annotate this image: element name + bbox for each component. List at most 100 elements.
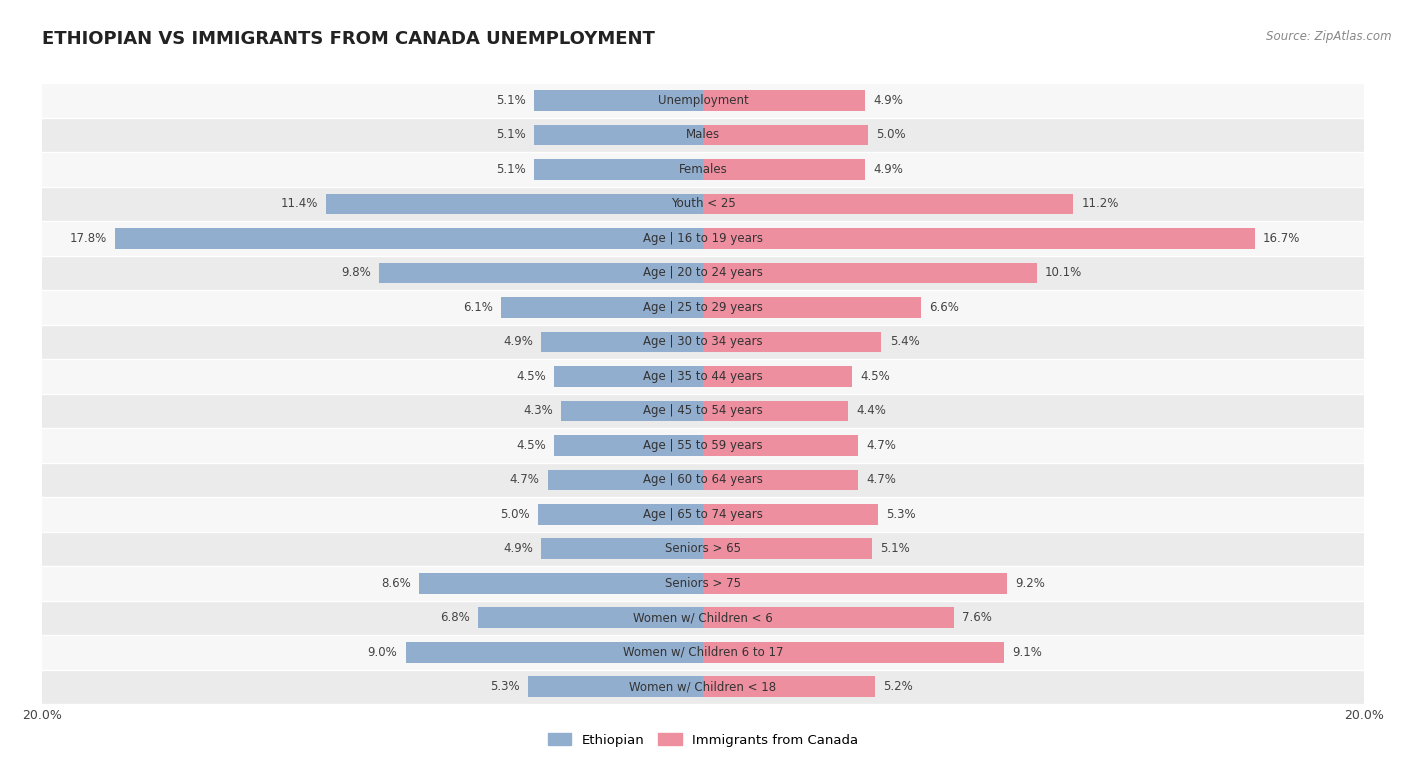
Bar bbox=[380, 263, 703, 283]
Bar bbox=[554, 366, 703, 387]
Bar bbox=[42, 669, 1364, 704]
Bar bbox=[703, 435, 858, 456]
Text: 5.0%: 5.0% bbox=[876, 129, 905, 142]
Text: 11.4%: 11.4% bbox=[281, 198, 318, 210]
Bar bbox=[703, 573, 1007, 593]
Bar bbox=[703, 125, 868, 145]
Text: Age | 30 to 34 years: Age | 30 to 34 years bbox=[643, 335, 763, 348]
Text: ETHIOPIAN VS IMMIGRANTS FROM CANADA UNEMPLOYMENT: ETHIOPIAN VS IMMIGRANTS FROM CANADA UNEM… bbox=[42, 30, 655, 48]
Bar bbox=[42, 394, 1364, 428]
Text: 9.2%: 9.2% bbox=[1015, 577, 1045, 590]
Text: 6.1%: 6.1% bbox=[464, 301, 494, 314]
Bar bbox=[561, 400, 703, 421]
Text: Seniors > 65: Seniors > 65 bbox=[665, 542, 741, 556]
Text: Women w/ Children 6 to 17: Women w/ Children 6 to 17 bbox=[623, 646, 783, 659]
Bar bbox=[703, 607, 955, 628]
Bar bbox=[419, 573, 703, 593]
Bar bbox=[703, 263, 1036, 283]
Bar bbox=[42, 600, 1364, 635]
Text: Age | 25 to 29 years: Age | 25 to 29 years bbox=[643, 301, 763, 314]
Text: Seniors > 75: Seniors > 75 bbox=[665, 577, 741, 590]
Bar bbox=[554, 435, 703, 456]
Bar bbox=[502, 297, 703, 318]
Text: 10.1%: 10.1% bbox=[1045, 266, 1083, 279]
Bar bbox=[534, 159, 703, 180]
Text: 4.7%: 4.7% bbox=[866, 439, 897, 452]
Text: 4.3%: 4.3% bbox=[523, 404, 553, 417]
Bar bbox=[42, 290, 1364, 325]
Text: Age | 35 to 44 years: Age | 35 to 44 years bbox=[643, 370, 763, 383]
Bar bbox=[42, 566, 1364, 600]
Text: 4.5%: 4.5% bbox=[516, 370, 546, 383]
Text: Age | 65 to 74 years: Age | 65 to 74 years bbox=[643, 508, 763, 521]
Bar bbox=[42, 463, 1364, 497]
Text: 4.5%: 4.5% bbox=[516, 439, 546, 452]
Text: Women w/ Children < 6: Women w/ Children < 6 bbox=[633, 612, 773, 625]
Text: 9.0%: 9.0% bbox=[367, 646, 398, 659]
Bar bbox=[42, 635, 1364, 669]
Text: 5.1%: 5.1% bbox=[496, 129, 526, 142]
Bar bbox=[42, 221, 1364, 256]
Bar bbox=[703, 194, 1073, 214]
Bar bbox=[537, 504, 703, 525]
Bar bbox=[703, 642, 1004, 662]
Bar bbox=[703, 297, 921, 318]
Bar bbox=[42, 531, 1364, 566]
Bar bbox=[42, 152, 1364, 187]
Text: 5.3%: 5.3% bbox=[491, 681, 520, 693]
Text: 5.1%: 5.1% bbox=[880, 542, 910, 556]
Text: 6.6%: 6.6% bbox=[929, 301, 959, 314]
Text: 16.7%: 16.7% bbox=[1263, 232, 1301, 245]
Bar bbox=[42, 187, 1364, 221]
Bar bbox=[42, 428, 1364, 463]
Text: Unemployment: Unemployment bbox=[658, 94, 748, 107]
Text: 5.1%: 5.1% bbox=[496, 163, 526, 176]
Text: 8.6%: 8.6% bbox=[381, 577, 411, 590]
Bar bbox=[703, 677, 875, 697]
Bar bbox=[534, 125, 703, 145]
Bar bbox=[42, 497, 1364, 531]
Bar bbox=[42, 325, 1364, 359]
Text: Age | 60 to 64 years: Age | 60 to 64 years bbox=[643, 473, 763, 486]
Bar bbox=[703, 366, 852, 387]
Text: 9.8%: 9.8% bbox=[342, 266, 371, 279]
Bar bbox=[42, 83, 1364, 118]
Legend: Ethiopian, Immigrants from Canada: Ethiopian, Immigrants from Canada bbox=[548, 734, 858, 746]
Text: Source: ZipAtlas.com: Source: ZipAtlas.com bbox=[1267, 30, 1392, 43]
Bar bbox=[534, 90, 703, 111]
Bar bbox=[42, 118, 1364, 152]
Bar bbox=[703, 400, 848, 421]
Bar bbox=[703, 332, 882, 352]
Text: 5.2%: 5.2% bbox=[883, 681, 912, 693]
Bar bbox=[703, 228, 1254, 249]
Text: Youth < 25: Youth < 25 bbox=[671, 198, 735, 210]
Bar bbox=[541, 332, 703, 352]
Bar bbox=[42, 359, 1364, 394]
Text: Age | 45 to 54 years: Age | 45 to 54 years bbox=[643, 404, 763, 417]
Text: 9.1%: 9.1% bbox=[1012, 646, 1042, 659]
Text: 4.9%: 4.9% bbox=[503, 335, 533, 348]
Bar bbox=[541, 538, 703, 559]
Bar bbox=[42, 256, 1364, 290]
Text: Females: Females bbox=[679, 163, 727, 176]
Text: Age | 55 to 59 years: Age | 55 to 59 years bbox=[643, 439, 763, 452]
Bar bbox=[527, 677, 703, 697]
Text: 4.7%: 4.7% bbox=[509, 473, 540, 486]
Text: 4.4%: 4.4% bbox=[856, 404, 887, 417]
Text: 11.2%: 11.2% bbox=[1081, 198, 1119, 210]
Bar bbox=[703, 90, 865, 111]
Text: 4.7%: 4.7% bbox=[866, 473, 897, 486]
Text: 5.4%: 5.4% bbox=[890, 335, 920, 348]
Text: 5.0%: 5.0% bbox=[501, 508, 530, 521]
Bar bbox=[478, 607, 703, 628]
Text: 6.8%: 6.8% bbox=[440, 612, 470, 625]
Bar bbox=[405, 642, 703, 662]
Text: 7.6%: 7.6% bbox=[962, 612, 993, 625]
Text: Age | 20 to 24 years: Age | 20 to 24 years bbox=[643, 266, 763, 279]
Text: 4.9%: 4.9% bbox=[873, 94, 903, 107]
Text: 4.5%: 4.5% bbox=[860, 370, 890, 383]
Bar bbox=[326, 194, 703, 214]
Bar bbox=[703, 159, 865, 180]
Text: Males: Males bbox=[686, 129, 720, 142]
Bar bbox=[703, 538, 872, 559]
